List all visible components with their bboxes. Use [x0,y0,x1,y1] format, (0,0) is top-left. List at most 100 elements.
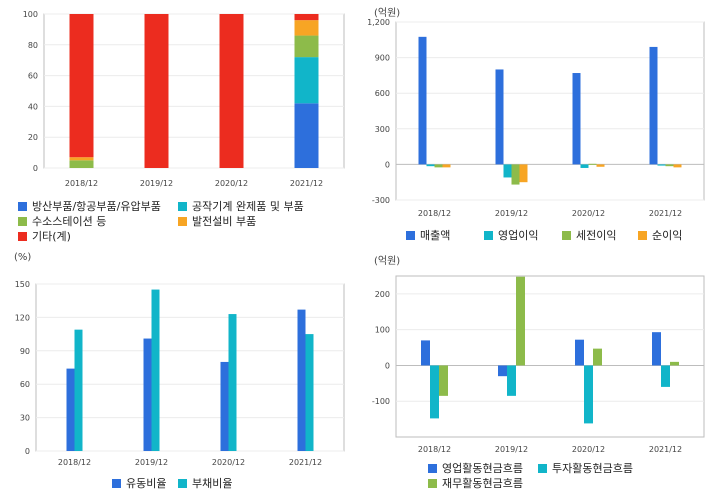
cashflow-chart-panel: (억원) -100 0 100 200 2018/12 2019/12 2020/12 202… [360,250,720,496]
legend-label: 유동비율 [126,477,167,490]
x-tick-label: 2021/12 [649,209,682,218]
bar [516,276,525,366]
bar [673,164,682,168]
legend-item: 순이익 [638,228,682,243]
legend-item: 수소스테이션 등 [18,214,106,229]
ratio-chart: 0 30 60 90 120 150 2018/12 2019/12 2020/12 2021/1… [15,280,345,467]
bar [143,338,152,451]
ratio-legend: 유동비율 부채비율 [112,476,312,492]
y-tick-label: 150 [15,280,30,289]
y-tick-label: 30 [20,414,30,423]
y-tick-label: 1,200 [367,18,390,27]
y-tick-label: 600 [375,89,390,98]
bar [511,164,520,185]
legend-swatch [178,217,187,226]
bar [418,36,427,165]
legend-item: 기타(계) [18,229,71,244]
legend-item: 유동비율 [112,476,166,491]
plot-frame [395,21,705,201]
legend-item: 공작기계 완제품 및 부품 [178,199,304,214]
legend-item: 투자활동현금흐름 [538,461,633,476]
legend-label: 투자활동현금흐름 [552,462,633,475]
legend-label: 영업활동현금흐름 [442,462,523,475]
ratio-unit-label: (%) [14,252,32,263]
y-tick-label: 20 [28,133,38,142]
legend-label: 기타(계) [32,230,71,243]
bar-segment [144,14,169,168]
bar [596,164,605,167]
x-tick-label: 2020/12 [572,209,605,218]
y-tick-label: 200 [375,290,390,299]
y-tick-label: 60 [28,72,38,81]
bar [421,340,430,366]
bar [220,361,229,451]
x-tick-label: 2018/12 [418,445,451,454]
income-legend: 매출액 영업이익 세전이익 순이익 [406,228,706,244]
legend-label: 부채비율 [192,477,233,490]
bar [66,368,75,451]
x-tick-label: 2021/12 [289,458,322,467]
legend-label: 영업이익 [498,229,539,242]
legend-item: 발전설비 부품 [178,214,256,229]
legend-label: 재무활동현금흐름 [442,477,523,490]
bar [519,164,528,183]
y-tick-label: 100 [375,326,390,335]
x-tick-label: 2019/12 [135,458,168,467]
y-tick-label: 100 [23,10,38,19]
bar [297,309,306,451]
bar [588,163,597,165]
bar [572,73,581,165]
legend-label: 수소스테이션 등 [32,215,107,228]
legend-swatch [484,231,493,240]
bar [652,332,661,366]
income-unit-label: (억원) [374,8,401,19]
legend-item: 세전이익 [562,228,616,243]
bar [661,365,670,387]
bar-segment [294,35,319,58]
legend-swatch [112,479,121,488]
y-tick-label: 80 [28,41,38,50]
bar-segment [219,14,244,168]
bar [228,314,237,451]
y-tick-label: -300 [372,196,390,205]
bar-segment [69,157,94,161]
x-tick-label: 2018/12 [65,179,98,188]
legend-swatch [562,231,571,240]
bar-segment [69,14,94,158]
legend-item: 재무활동현금흐름 [428,476,523,491]
y-tick-label: 0 [25,447,30,456]
x-tick-label: 2021/12 [290,179,323,188]
bar [649,46,658,165]
legend-item: 영업활동현금흐름 [428,461,523,476]
bar [665,164,674,167]
legend-swatch [428,464,437,473]
y-tick-label: 0 [385,160,390,169]
bar [503,164,512,178]
y-tick-label: 0 [385,361,390,370]
legend-swatch [178,479,187,488]
x-tick-label: 2019/12 [495,209,528,218]
legend-item: 방산부품/항공부품/유압부품 [18,199,161,214]
x-tick-label: 2018/12 [418,209,451,218]
legend-swatch [178,202,187,211]
y-tick-label: -100 [372,397,390,406]
bar [439,365,448,396]
y-tick-label: 120 [15,313,30,322]
legend-label: 세전이익 [576,229,617,242]
legend-label: 발전설비 부품 [192,215,257,228]
bar [584,365,593,424]
ratio-chart-panel: (%) 0 30 60 90 120 150 2018/12 2019/12 2020/12 20… [0,250,360,496]
composition-chart-panel: 0 20 40 60 80 100 2018/12 2019/12 2020/12 2021/12… [0,0,360,250]
cashflow-chart: -100 0 100 200 2018/12 2019/12 2020/12 2021/12 [372,275,705,454]
legend-swatch [538,464,547,473]
x-tick-label: 2020/12 [215,179,248,188]
bar-segment [294,20,319,36]
legend-item: 부채비율 [178,476,232,491]
bar-segment [294,57,319,104]
legend-swatch [428,479,437,488]
legend-swatch [18,202,27,211]
bar [580,164,589,168]
bar [434,164,443,168]
bar-segment [294,103,319,168]
